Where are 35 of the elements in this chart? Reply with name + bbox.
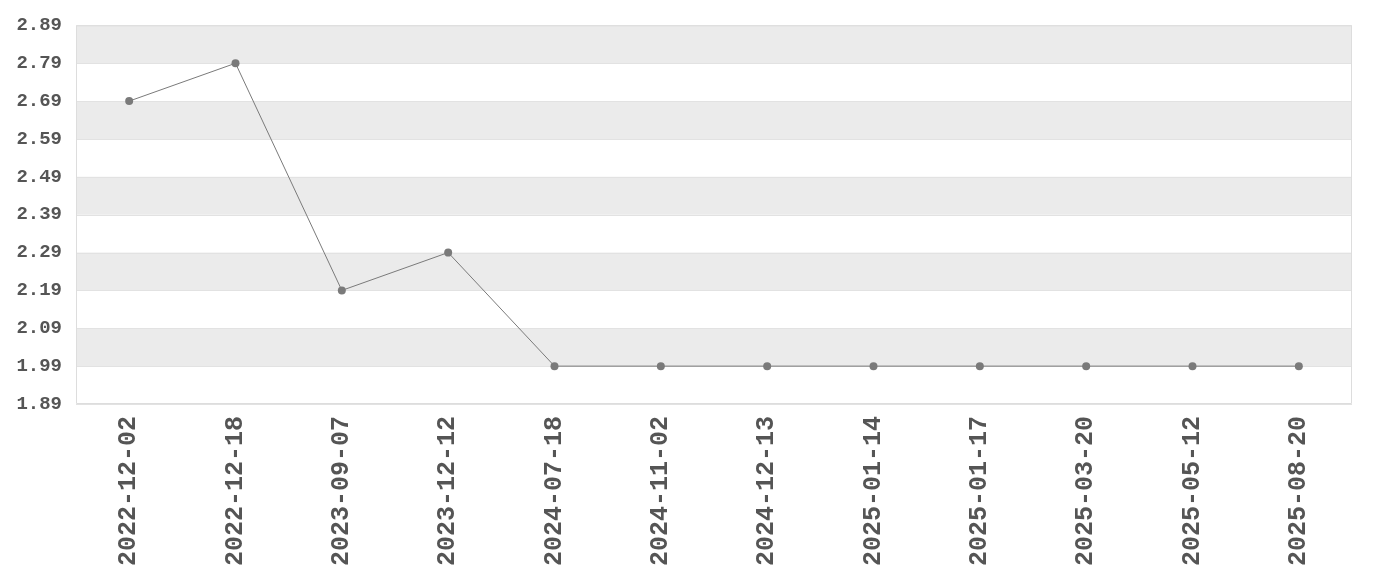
y-tick-label: 2.79 (16, 52, 62, 75)
x-tick-label: 2022-12-18 (220, 416, 250, 567)
y-tick-label: 1.99 (16, 354, 62, 377)
point (125, 97, 134, 106)
point (337, 286, 346, 295)
point (1188, 362, 1197, 371)
point (763, 362, 772, 371)
y-tick-label: 2.09 (16, 317, 62, 340)
x-tick-label: 2025-08-20 (1284, 416, 1314, 567)
point (550, 362, 559, 371)
y-tick-label: 2.69 (16, 89, 62, 112)
x-tick-label: 2025-03-20 (1071, 416, 1101, 567)
point (1082, 362, 1091, 371)
x-tick-label: 2023-12-12 (433, 416, 463, 567)
point (869, 362, 878, 371)
x-tick-label: 2024-07-18 (539, 416, 569, 567)
point (1294, 362, 1303, 371)
y-tick-label: 2.29 (16, 241, 62, 264)
x-tick-label: 2025-01-17 (965, 416, 995, 567)
x-tick-label: 2022-12-02 (114, 416, 144, 567)
point (975, 362, 984, 371)
x-tick-label: 2023-09-07 (327, 416, 357, 567)
y-tick-label: 2.19 (16, 279, 62, 302)
x-tick-label: 2025-05-12 (1177, 416, 1207, 567)
y-tick-label: 2.59 (16, 127, 62, 150)
y-tick-label: 2.39 (16, 203, 62, 226)
y-tick-label: 2.49 (16, 165, 62, 188)
y-tick-label: 1.89 (16, 392, 62, 415)
point (656, 362, 665, 371)
x-tick-label: 2025-01-14 (858, 416, 888, 567)
x-tick-label: 2024-12-13 (752, 416, 782, 567)
point (231, 59, 240, 68)
point (444, 248, 453, 257)
y-tick-label: 2.89 (16, 14, 62, 37)
x-tick-label: 2024-11-02 (646, 416, 676, 567)
